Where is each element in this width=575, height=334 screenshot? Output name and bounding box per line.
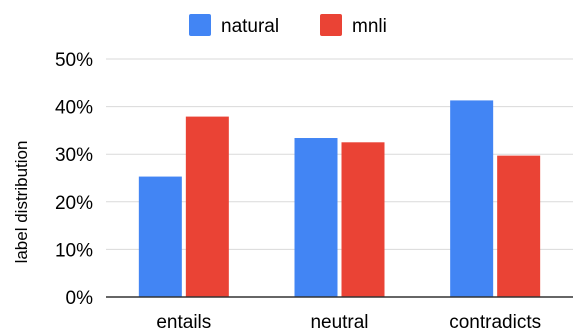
y-tick-label: 0% — [66, 288, 94, 309]
legend-swatch — [189, 14, 211, 36]
bar-mnli-neutral — [341, 142, 385, 297]
bar-natural-contradicts — [450, 100, 494, 297]
y-axis-title: label distribution — [12, 141, 31, 264]
y-tick-label: 10% — [55, 240, 93, 261]
y-tick-labels: 0% 10% 20% 30% 40% 50% — [55, 50, 93, 309]
y-tick-label: 30% — [55, 145, 93, 166]
legend: natural mnli — [189, 14, 387, 37]
bar-natural-neutral — [294, 138, 338, 297]
y-tick-label: 50% — [55, 50, 93, 71]
legend-item-natural: natural — [189, 14, 279, 37]
bars — [138, 100, 541, 297]
x-tick-label: neutral — [310, 312, 368, 329]
gridlines — [106, 58, 573, 250]
bar-mnli-contradicts — [497, 155, 541, 297]
bar-mnli-entails — [185, 116, 229, 297]
x-tick-labels: entails neutral contradicts — [156, 312, 541, 333]
legend-swatch — [320, 14, 342, 36]
bar-natural-entails — [138, 176, 182, 297]
y-tick-label: 40% — [55, 98, 93, 119]
legend-label: mnli — [352, 16, 387, 37]
legend-item-mnli: mnli — [320, 14, 387, 37]
legend-label: natural — [221, 16, 279, 37]
x-tick-label: entails — [156, 312, 211, 329]
x-tick-label: contradicts — [449, 312, 541, 329]
y-tick-label: 20% — [55, 193, 93, 214]
